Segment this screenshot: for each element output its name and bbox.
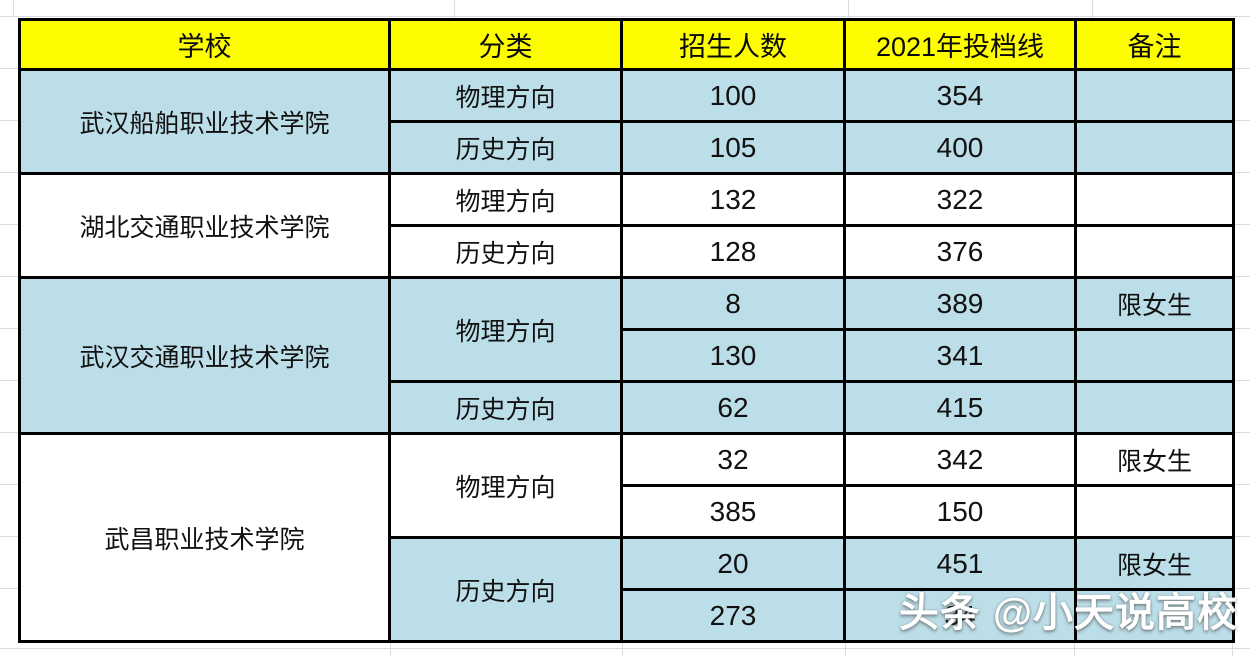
- category-cell[interactable]: 物理方向: [388, 276, 623, 383]
- enrollment-cell[interactable]: 32: [620, 432, 846, 487]
- note-cell[interactable]: [1074, 484, 1235, 539]
- table-row: 武汉交通职业技术学院 物理方向 8 389 限女生: [18, 276, 1235, 435]
- cutoff-cell[interactable]: 415: [843, 380, 1077, 435]
- note-cell[interactable]: 限女生: [1074, 276, 1235, 331]
- table-row: 武汉船舶职业技术学院 物理方向 100 354: [18, 68, 1235, 175]
- enrollment-cell[interactable]: 8: [620, 276, 846, 331]
- enrollment-cell[interactable]: 100: [620, 68, 846, 123]
- note-cell[interactable]: [1074, 120, 1235, 175]
- note-cell[interactable]: [1074, 588, 1235, 643]
- header-cell-school[interactable]: 学校: [18, 18, 391, 71]
- category-cell[interactable]: 物理方向: [388, 172, 623, 227]
- gridline: [390, 638, 391, 656]
- table-row: 130 341: [20, 328, 1235, 383]
- cutoff-cell[interactable]: 400: [843, 120, 1077, 175]
- gridline: [848, 0, 849, 18]
- table-row: 历史方向 128 376: [20, 224, 1235, 279]
- cutoff-cell[interactable]: 354: [843, 68, 1077, 123]
- enrollment-cell[interactable]: 105: [620, 120, 846, 175]
- category-cell[interactable]: 历史方向: [388, 224, 623, 279]
- watermark-text: 头条 @小天说高校: [898, 591, 1238, 635]
- cutoff-cell[interactable]: 376: [843, 224, 1077, 279]
- table-row: 385 150: [20, 484, 1235, 539]
- gridline: [1232, 638, 1233, 656]
- header-cell-category[interactable]: 分类: [388, 18, 623, 71]
- cutoff-cell[interactable]: 150: [843, 484, 1077, 539]
- school-name-cell[interactable]: 武汉船舶职业技术学院: [18, 68, 391, 175]
- table-row: 273 34: [20, 588, 1235, 643]
- table-row: 历史方向 62 415: [20, 380, 1235, 435]
- enrollment-cell[interactable]: 273: [620, 588, 846, 643]
- enrollment-cell[interactable]: 128: [620, 224, 846, 279]
- cutoff-cell[interactable]: 34: [843, 588, 1077, 643]
- enrollment-cell[interactable]: 385: [620, 484, 846, 539]
- category-cell[interactable]: 历史方向: [388, 380, 623, 435]
- gridline: [0, 648, 1250, 649]
- table-row: 历史方向 105 400: [20, 120, 1235, 175]
- header-cell-enrollment[interactable]: 招生人数: [620, 18, 846, 71]
- gridline: [845, 638, 846, 656]
- note-cell[interactable]: 限女生: [1074, 432, 1235, 487]
- school-name-cell[interactable]: 湖北交通职业技术学院: [18, 172, 391, 279]
- school-name-cell[interactable]: 武汉交通职业技术学院: [18, 276, 391, 435]
- gridline: [13, 0, 14, 16]
- header-cell-note[interactable]: 备注: [1074, 18, 1235, 71]
- gridline: [454, 0, 455, 18]
- cutoff-cell[interactable]: 342: [843, 432, 1077, 487]
- enrollment-cell[interactable]: 20: [620, 536, 846, 591]
- category-cell[interactable]: 历史方向: [388, 536, 623, 643]
- enrollment-cell[interactable]: 130: [620, 328, 846, 383]
- note-cell[interactable]: [1074, 172, 1235, 227]
- category-cell[interactable]: 历史方向: [388, 120, 623, 175]
- cutoff-cell[interactable]: 389: [843, 276, 1077, 331]
- category-cell[interactable]: 物理方向: [388, 68, 623, 123]
- cutoff-cell[interactable]: 451: [843, 536, 1077, 591]
- gridline: [1074, 638, 1075, 656]
- admissions-table: 学校 分类 招生人数 2021年投档线 备注 武汉船舶职业技术学院 物理方向 1…: [18, 18, 1235, 643]
- note-cell[interactable]: [1074, 380, 1235, 435]
- note-cell[interactable]: [1074, 68, 1235, 123]
- header-row: 学校 分类 招生人数 2021年投档线 备注: [18, 18, 1235, 71]
- gridline: [622, 638, 623, 656]
- note-cell[interactable]: [1074, 224, 1235, 279]
- enrollment-cell[interactable]: 62: [620, 380, 846, 435]
- cutoff-cell[interactable]: 341: [843, 328, 1077, 383]
- note-cell[interactable]: 限女生: [1074, 536, 1235, 591]
- gridline: [0, 16, 1250, 17]
- header-cell-line2021[interactable]: 2021年投档线: [843, 18, 1077, 71]
- school-name-cell[interactable]: 武昌职业技术学院: [18, 432, 391, 643]
- table-row: 湖北交通职业技术学院 物理方向 132 322: [18, 172, 1235, 279]
- table-row: 历史方向 20 451 限女生: [20, 536, 1235, 643]
- table-row: 武昌职业技术学院 物理方向 32 342 限女生: [18, 432, 1235, 643]
- gridline: [1092, 0, 1093, 18]
- note-cell[interactable]: [1074, 328, 1235, 383]
- cutoff-cell[interactable]: 322: [843, 172, 1077, 227]
- enrollment-cell[interactable]: 132: [620, 172, 846, 227]
- category-cell[interactable]: 物理方向: [388, 432, 623, 539]
